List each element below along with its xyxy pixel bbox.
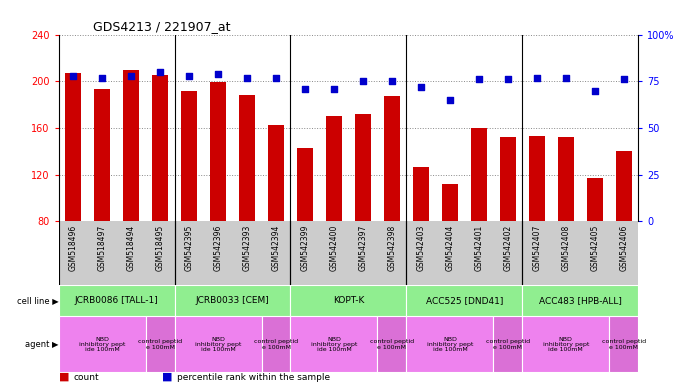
Text: KOPT-K: KOPT-K <box>333 296 364 305</box>
Point <box>270 74 282 81</box>
Point <box>473 76 484 83</box>
Text: NBD
inhibitory pept
ide 100mM: NBD inhibitory pept ide 100mM <box>542 336 589 353</box>
Bar <box>290 316 377 372</box>
Point <box>386 78 397 84</box>
Text: GSM542396: GSM542396 <box>213 225 223 271</box>
Text: NBD
inhibitory pept
ide 100mM: NBD inhibitory pept ide 100mM <box>426 336 473 353</box>
Text: NBD
inhibitory pept
ide 100mM: NBD inhibitory pept ide 100mM <box>195 336 242 353</box>
Bar <box>529 136 545 222</box>
Text: GSM542394: GSM542394 <box>271 225 281 271</box>
Bar <box>59 285 175 316</box>
Bar <box>65 73 81 222</box>
Bar <box>558 137 574 222</box>
Bar <box>152 75 168 222</box>
Bar <box>406 285 522 316</box>
Text: JCRB0086 [TALL-1]: JCRB0086 [TALL-1] <box>75 296 159 305</box>
Text: GSM542405: GSM542405 <box>590 225 600 271</box>
Point <box>531 74 542 81</box>
Text: control peptid
e 100mM: control peptid e 100mM <box>138 339 182 350</box>
Point <box>589 88 600 94</box>
Text: GSM518496: GSM518496 <box>68 225 78 271</box>
Bar <box>262 316 290 372</box>
Bar <box>471 128 487 222</box>
Bar <box>210 83 226 222</box>
Text: count: count <box>74 373 99 382</box>
Bar <box>500 137 516 222</box>
Bar <box>355 114 371 222</box>
Bar <box>123 70 139 222</box>
Text: NBD
inhibitory pept
ide 100mM: NBD inhibitory pept ide 100mM <box>310 336 357 353</box>
Text: GSM542395: GSM542395 <box>184 225 194 271</box>
Point <box>618 76 629 83</box>
Text: ■: ■ <box>162 372 172 382</box>
Bar <box>413 167 429 222</box>
Text: cell line ▶: cell line ▶ <box>17 296 59 305</box>
Text: GSM542398: GSM542398 <box>387 225 397 271</box>
Text: GSM542408: GSM542408 <box>561 225 571 271</box>
Text: GSM518497: GSM518497 <box>97 225 107 271</box>
Text: GSM518495: GSM518495 <box>155 225 165 271</box>
Bar <box>94 89 110 222</box>
Bar <box>175 285 290 316</box>
Bar <box>609 316 638 372</box>
Point <box>328 86 339 92</box>
Text: ■: ■ <box>59 372 69 382</box>
Bar <box>290 285 406 316</box>
Bar <box>522 285 638 316</box>
Point <box>415 84 426 90</box>
Bar <box>615 151 632 222</box>
Bar <box>175 316 262 372</box>
Text: ACC483 [HPB-ALL]: ACC483 [HPB-ALL] <box>539 296 622 305</box>
Bar <box>522 316 609 372</box>
Text: control peptid
e 100mM: control peptid e 100mM <box>602 339 646 350</box>
Text: control peptid
e 100mM: control peptid e 100mM <box>370 339 414 350</box>
Bar <box>384 96 400 222</box>
Text: percentile rank within the sample: percentile rank within the sample <box>177 373 331 382</box>
Point <box>68 73 79 79</box>
Text: agent ▶: agent ▶ <box>25 340 59 349</box>
Bar <box>181 91 197 222</box>
Point <box>126 73 137 79</box>
Point <box>184 73 195 79</box>
Bar <box>268 124 284 222</box>
Text: control peptid
e 100mM: control peptid e 100mM <box>486 339 530 350</box>
Bar <box>377 316 406 372</box>
Text: GSM542397: GSM542397 <box>358 225 368 271</box>
Point <box>241 74 253 81</box>
Text: GSM542407: GSM542407 <box>532 225 542 271</box>
Text: GSM542393: GSM542393 <box>242 225 252 271</box>
Text: JCRB0033 [CEM]: JCRB0033 [CEM] <box>196 296 269 305</box>
Text: NBD
inhibitory pept
ide 100mM: NBD inhibitory pept ide 100mM <box>79 336 126 353</box>
Text: GSM542406: GSM542406 <box>619 225 629 271</box>
Text: ACC525 [DND41]: ACC525 [DND41] <box>426 296 503 305</box>
Text: GSM542402: GSM542402 <box>503 225 513 271</box>
Bar <box>297 148 313 222</box>
Bar <box>146 316 175 372</box>
Point <box>560 74 571 81</box>
Text: GSM542403: GSM542403 <box>416 225 426 271</box>
Point <box>97 74 108 81</box>
Text: control peptid
e 100mM: control peptid e 100mM <box>254 339 298 350</box>
Bar <box>326 116 342 222</box>
Point <box>213 71 224 77</box>
Text: GSM542401: GSM542401 <box>474 225 484 271</box>
Point <box>155 69 166 75</box>
Point <box>444 97 455 103</box>
Bar <box>442 184 458 222</box>
Text: GSM542404: GSM542404 <box>445 225 455 271</box>
Bar <box>406 316 493 372</box>
Bar <box>239 95 255 222</box>
Point <box>502 76 513 83</box>
Point <box>357 78 368 84</box>
Bar <box>586 178 603 222</box>
Bar <box>493 316 522 372</box>
Text: GSM542400: GSM542400 <box>329 225 339 271</box>
Point <box>299 86 310 92</box>
Text: GSM518494: GSM518494 <box>126 225 136 271</box>
Bar <box>59 316 146 372</box>
Text: GSM542399: GSM542399 <box>300 225 310 271</box>
Text: GDS4213 / 221907_at: GDS4213 / 221907_at <box>93 20 231 33</box>
